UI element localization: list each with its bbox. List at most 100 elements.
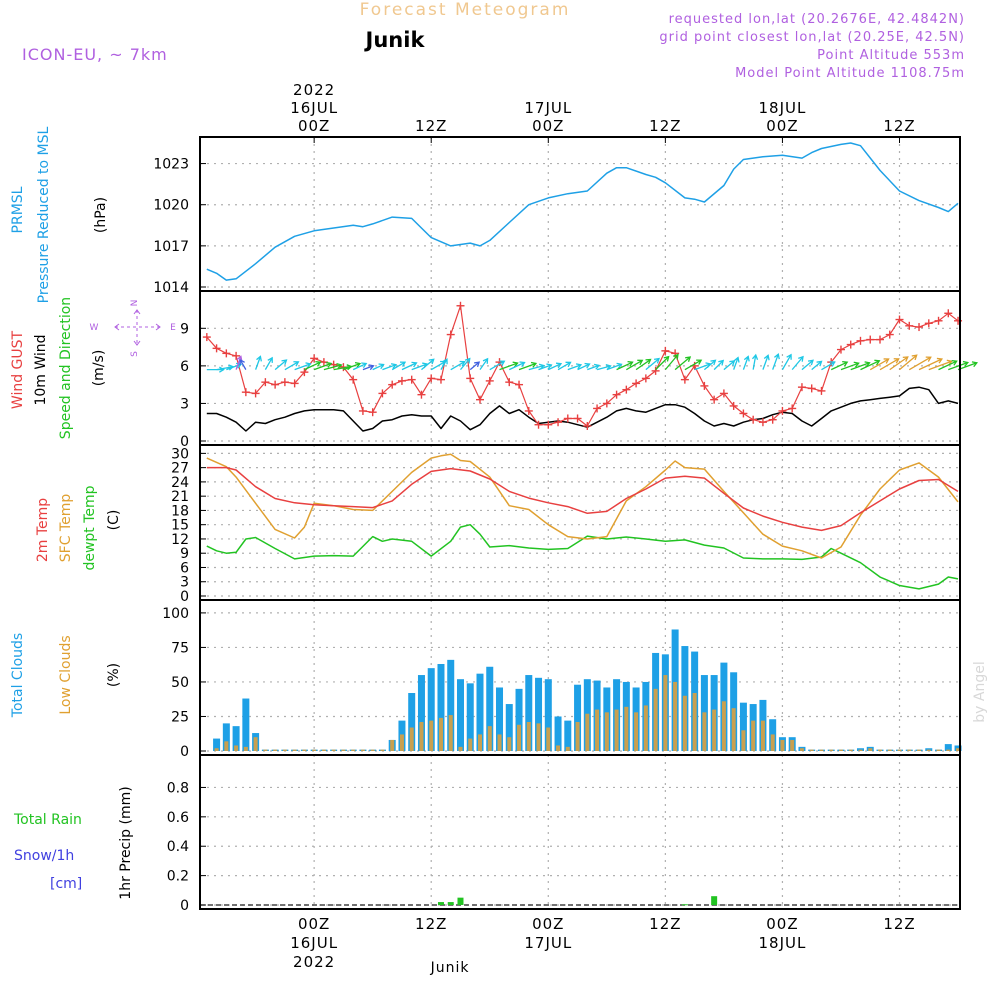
wind-arrow-head bbox=[464, 357, 471, 364]
time-label-top: 17JUL bbox=[524, 99, 572, 117]
y-tick-label: 100 bbox=[162, 606, 189, 622]
total-cloud-bar bbox=[242, 698, 250, 751]
y-tick-label: 1017 bbox=[153, 239, 189, 255]
wind-arrow-head bbox=[565, 361, 572, 368]
wind-arrow-head bbox=[829, 361, 836, 367]
wind-arrow bbox=[645, 358, 660, 371]
wind-arrow bbox=[723, 360, 735, 371]
total-cloud-bar bbox=[222, 723, 230, 751]
wind-arrow bbox=[655, 356, 670, 371]
total-cloud-bar bbox=[447, 659, 455, 751]
low-cloud-bar bbox=[390, 739, 395, 751]
label-sfc-temp: SFC Temp bbox=[58, 494, 74, 563]
wind-arrow bbox=[489, 360, 505, 371]
y-tick-label: 1014 bbox=[153, 280, 189, 296]
total-cloud-bar bbox=[944, 744, 952, 751]
low-cloud-bar bbox=[546, 727, 551, 751]
time-label-bottom: 2022 bbox=[293, 953, 335, 971]
wind-arrow bbox=[430, 361, 446, 371]
compass-rose: N W E S bbox=[90, 300, 177, 357]
low-cloud-bar bbox=[809, 749, 814, 751]
wind-arrow bbox=[264, 357, 273, 370]
wind-arrow-head bbox=[637, 359, 644, 366]
low-cloud-bar bbox=[731, 708, 736, 751]
wind-arrow bbox=[401, 362, 417, 371]
low-cloud-bar bbox=[760, 720, 765, 751]
wind-arrow bbox=[908, 356, 932, 371]
low-cloud-bar bbox=[331, 749, 336, 751]
low-cloud-bar bbox=[243, 746, 248, 751]
wind-arrow bbox=[333, 365, 352, 371]
wind-arrow-head bbox=[962, 360, 970, 367]
label-c: (C) bbox=[106, 510, 122, 531]
chart-title: Forecast Meteogram bbox=[360, 0, 571, 20]
wind-arrow bbox=[596, 365, 611, 371]
total-cloud-bar bbox=[232, 726, 240, 751]
low-cloud-bar bbox=[487, 726, 492, 751]
low-cloud-bar bbox=[868, 748, 873, 751]
low-cloud-bar bbox=[897, 749, 902, 751]
wind-arrow-head bbox=[400, 361, 407, 367]
wind-arrow bbox=[459, 358, 471, 371]
low-cloud-bar bbox=[478, 734, 482, 751]
wind-arrow-head bbox=[428, 358, 435, 365]
wind-arrow-head bbox=[653, 357, 660, 364]
label-snow-1h: Snow/1h bbox=[14, 848, 74, 864]
total-cloud-bar bbox=[544, 679, 552, 751]
wind-arrow bbox=[508, 361, 525, 371]
total-cloud-bar bbox=[554, 716, 562, 751]
y-tick-label: 6 bbox=[180, 359, 189, 375]
y-tick-label: 27 bbox=[171, 461, 189, 477]
low-cloud-bar bbox=[858, 749, 863, 751]
location-title: Junik bbox=[364, 28, 426, 52]
low-cloud-bar bbox=[702, 712, 707, 751]
wind-arrow-head bbox=[743, 355, 750, 362]
label-cm: [cm] bbox=[50, 876, 82, 892]
label-ms: (m/s) bbox=[91, 350, 107, 387]
wind-arrow bbox=[860, 360, 880, 371]
wind-arrow bbox=[948, 361, 969, 371]
wind-arrow bbox=[313, 362, 332, 371]
wind-arrow-head bbox=[378, 363, 385, 370]
label-pct: (%) bbox=[106, 663, 122, 687]
y-tick-label: 6 bbox=[180, 560, 189, 576]
wind-arrow bbox=[752, 354, 757, 370]
y-tick-label: 12 bbox=[171, 532, 189, 548]
low-cloud-bar bbox=[507, 737, 512, 751]
wind-arrow bbox=[694, 363, 711, 371]
watermark: by Angel bbox=[972, 661, 988, 722]
wind-arrow-head bbox=[256, 355, 262, 362]
data-layer bbox=[200, 142, 979, 906]
wind-arrow-head bbox=[883, 358, 890, 364]
total-cloud-bar bbox=[486, 666, 494, 751]
wind-arrow bbox=[548, 363, 562, 371]
rain-bar bbox=[457, 897, 464, 905]
low-cloud-bar bbox=[751, 720, 756, 751]
label-prmsl: PRMSL bbox=[10, 186, 26, 233]
low-cloud-bar bbox=[263, 749, 268, 751]
wind-arrow-head bbox=[236, 355, 243, 362]
low-cloud-bar bbox=[887, 749, 892, 751]
wind-arrow bbox=[440, 358, 448, 370]
low-cloud-bar bbox=[536, 723, 541, 751]
time-label-top: 12Z bbox=[883, 117, 915, 135]
wind-arrow bbox=[528, 364, 545, 371]
wind-arrow-head bbox=[925, 356, 932, 362]
time-label-bottom: 18JUL bbox=[759, 934, 807, 952]
low-cloud-bar bbox=[712, 709, 717, 751]
label-2m-temp: 2m Temp bbox=[35, 498, 51, 562]
wind-arrow-head bbox=[442, 358, 448, 365]
total-cloud-bar bbox=[525, 675, 533, 751]
y-tick-label: 0 bbox=[180, 744, 189, 760]
y-tick-label: 0 bbox=[180, 898, 189, 914]
wind-arrow-head bbox=[864, 361, 871, 368]
wind-arrow-head bbox=[336, 362, 343, 370]
wind-arrow bbox=[850, 362, 870, 371]
time-label-bottom: 12Z bbox=[883, 915, 915, 933]
wind-arrow-head bbox=[673, 353, 679, 360]
total-cloud-bar bbox=[213, 738, 221, 751]
label-total-clouds: Total Clouds bbox=[10, 633, 26, 718]
wind-arrow-head bbox=[763, 354, 770, 361]
total-cloud-bar bbox=[456, 679, 464, 751]
